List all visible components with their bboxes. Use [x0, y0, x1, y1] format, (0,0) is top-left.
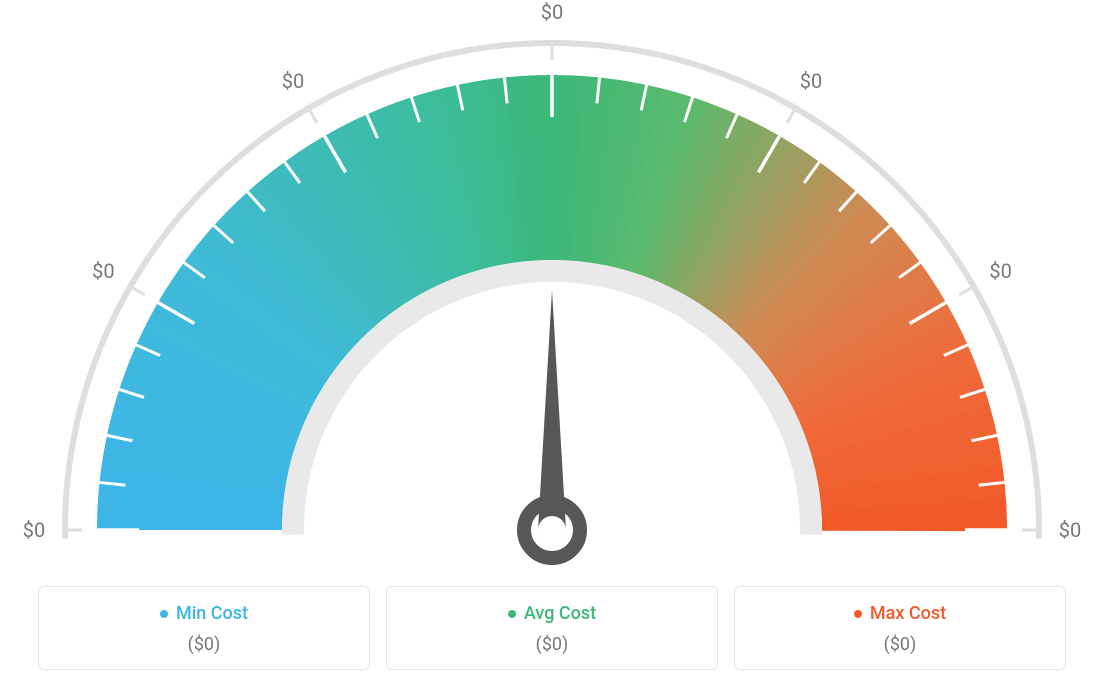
gauge-svg — [52, 20, 1052, 570]
gauge-tick-label: $0 — [282, 69, 304, 93]
legend-value-min: ($0) — [55, 634, 353, 655]
gauge-tick-label: $0 — [1059, 518, 1081, 542]
gauge-area: $0 $0 $0 $0 $0 $0 $0 — [0, 0, 1104, 570]
gauge-tick-label: $0 — [541, 0, 563, 24]
legend-title-max: Max Cost — [854, 603, 946, 624]
gauge-tick-label: $0 — [989, 259, 1011, 283]
legend-value-avg: ($0) — [403, 634, 701, 655]
gauge-tick-label: $0 — [92, 259, 114, 283]
legend-label: Max Cost — [870, 603, 946, 624]
legend-card-avg: Avg Cost ($0) — [386, 586, 718, 671]
legend-label: Min Cost — [176, 603, 248, 624]
legend-title-min: Min Cost — [160, 603, 248, 624]
gauge-tick-label: $0 — [23, 518, 45, 542]
legend-row: Min Cost ($0) Avg Cost ($0) Max Cost ($0… — [38, 586, 1066, 671]
legend-card-min: Min Cost ($0) — [38, 586, 370, 671]
dot-icon — [508, 610, 516, 618]
legend-value-max: ($0) — [751, 634, 1049, 655]
dot-icon — [854, 610, 862, 618]
dot-icon — [160, 610, 168, 618]
legend-card-max: Max Cost ($0) — [734, 586, 1066, 671]
gauge-tick-label: $0 — [800, 69, 822, 93]
legend-title-avg: Avg Cost — [508, 603, 596, 624]
cost-gauge-chart: $0 $0 $0 $0 $0 $0 $0 Min Cost ($0) Avg Cost ($… — [0, 0, 1104, 690]
legend-label: Avg Cost — [524, 603, 596, 624]
